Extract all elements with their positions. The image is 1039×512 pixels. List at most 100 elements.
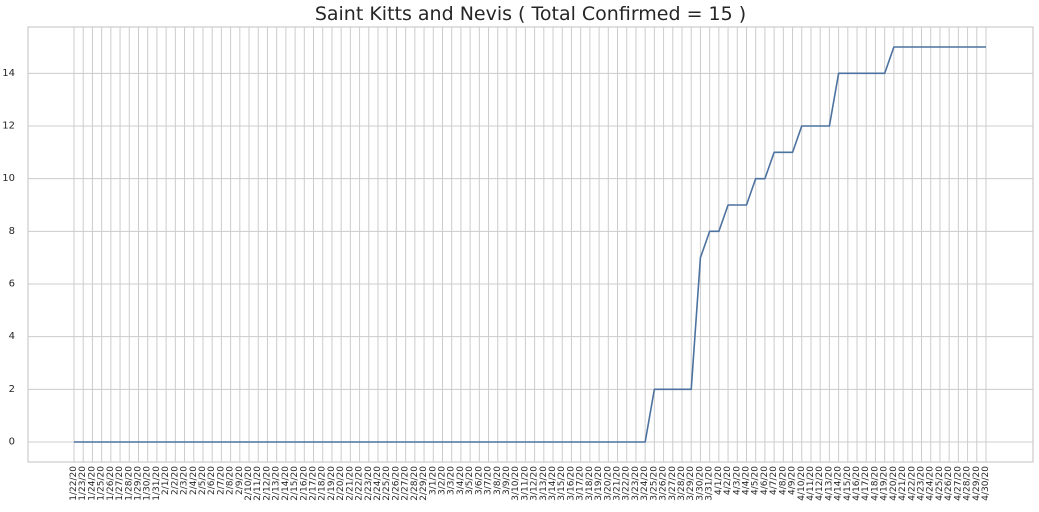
x-tick-label: 2/5/20 [198, 466, 208, 495]
x-tick-label: 3/4/20 [456, 466, 466, 495]
x-tick-label: 2/13/20 [272, 466, 282, 501]
x-tick-label: 4/4/20 [741, 466, 751, 495]
x-tick-label: 4/23/20 [917, 466, 927, 501]
y-tick-label: 0 [9, 437, 15, 448]
x-tick-label: 4/14/20 [834, 466, 844, 501]
y-tick-label: 6 [9, 279, 15, 290]
x-tick-label: 1/23/20 [78, 466, 88, 501]
x-tick-label: 4/8/20 [778, 466, 788, 495]
x-tick-label: 4/16/20 [852, 466, 862, 501]
y-tick-label: 2 [9, 384, 15, 395]
x-tick-label: 2/9/20 [235, 466, 245, 495]
x-tick-label: 2/7/20 [216, 466, 226, 495]
x-tick-label: 3/10/20 [511, 466, 521, 501]
x-tick-label: 2/2/20 [170, 466, 180, 495]
x-tick-label: 2/3/20 [180, 466, 190, 495]
x-tick-label: 2/20/20 [336, 466, 346, 501]
x-tick-label: 4/1/20 [714, 466, 724, 495]
x-tick-label: 3/11/20 [520, 466, 530, 501]
x-tick-label: 4/19/20 [880, 466, 890, 501]
x-tick-label: 1/29/20 [133, 466, 143, 501]
x-tick-label: 2/24/20 [373, 466, 383, 501]
plot-frame [27, 26, 1034, 463]
grid-lines [28, 27, 1033, 462]
x-tick-label: 4/9/20 [788, 466, 798, 495]
x-tick-label: 4/22/20 [907, 466, 917, 501]
x-tick-label: 4/26/20 [944, 466, 954, 501]
x-tick-label: 2/25/20 [382, 466, 392, 501]
y-tick-label: 14 [2, 68, 15, 79]
x-tick-label: 1/24/20 [87, 466, 97, 501]
x-tick-label: 3/5/20 [465, 466, 475, 495]
x-tick-label: 3/14/20 [548, 466, 558, 501]
x-tick-label: 2/23/20 [364, 466, 374, 501]
x-tick-label: 2/6/20 [207, 466, 217, 495]
x-tick-label: 4/13/20 [824, 466, 834, 501]
x-tick-label: 2/8/20 [226, 466, 236, 495]
x-tick-label: 4/11/20 [806, 466, 816, 501]
x-tick-label: 4/3/20 [732, 466, 742, 495]
x-tick-label: 4/17/20 [861, 466, 871, 501]
x-tick-label: 3/12/20 [530, 466, 540, 501]
y-tick-label: 4 [9, 331, 15, 342]
x-tick-label: 3/9/20 [502, 466, 512, 495]
x-tick-label: 4/28/20 [963, 466, 973, 501]
x-tick-label: 3/27/20 [668, 466, 678, 501]
x-tick-label: 3/3/20 [447, 466, 457, 495]
x-tick-label: 1/31/20 [152, 466, 162, 501]
x-tick-label: 2/11/20 [253, 466, 263, 501]
x-tick-label: 4/20/20 [889, 466, 899, 501]
x-tick-label: 3/22/20 [622, 466, 632, 501]
chart-title: Saint Kitts and Nevis ( Total Confirmed … [314, 3, 747, 25]
x-tick-label: 2/14/20 [281, 466, 291, 501]
x-tick-label: 3/28/20 [677, 466, 687, 501]
x-tick-label: 2/27/20 [401, 466, 411, 501]
x-tick-label: 1/25/20 [97, 466, 107, 501]
x-tick-label: 3/7/20 [484, 466, 494, 495]
x-tick-label: 3/21/20 [613, 466, 623, 501]
x-tick-label: 4/27/20 [953, 466, 963, 501]
x-tick-label: 1/26/20 [106, 466, 116, 501]
x-tick-label: 3/29/20 [686, 466, 696, 501]
x-tick-label: 2/17/20 [309, 466, 319, 501]
x-tick-label: 1/27/20 [115, 466, 125, 501]
x-tick-label: 1/22/20 [69, 466, 79, 501]
x-tick-label: 2/29/20 [419, 466, 429, 501]
x-tick-label: 2/15/20 [290, 466, 300, 501]
x-tick-label: 2/1/20 [161, 466, 171, 495]
x-tick-label: 3/16/20 [566, 466, 576, 501]
x-tick-label: 2/10/20 [244, 466, 254, 501]
x-tick-label: 4/15/20 [843, 466, 853, 501]
x-tick-label: 3/23/20 [631, 466, 641, 501]
y-axis-tick-labels: 0 2 4 6 8 10 12 14 [2, 68, 15, 448]
x-tick-label: 2/28/20 [410, 466, 420, 501]
y-tick-label: 8 [9, 226, 15, 237]
x-tick-label: 3/15/20 [557, 466, 567, 501]
y-tick-label: 12 [2, 121, 15, 132]
x-tick-label: 4/18/20 [870, 466, 880, 501]
x-tick-label: 3/24/20 [640, 466, 650, 501]
y-tick-label: 10 [2, 173, 15, 184]
x-tick-label: 4/30/20 [981, 466, 991, 501]
x-tick-label: 4/7/20 [769, 466, 779, 495]
x-tick-label: 1/28/20 [124, 466, 134, 501]
x-tick-label: 1/30/20 [143, 466, 153, 501]
x-tick-label: 3/26/20 [659, 466, 669, 501]
x-axis-tick-labels: 1/22/20 1/23/20 1/24/20 1/25/20 1/26/20 1/27/… [69, 466, 991, 501]
x-tick-label: 2/18/20 [318, 466, 328, 501]
x-tick-label: 3/25/20 [649, 466, 659, 501]
x-tick-label: 4/25/20 [935, 466, 945, 501]
x-tick-label: 4/5/20 [751, 466, 761, 495]
x-tick-label: 3/2/20 [437, 466, 447, 495]
x-tick-label: 4/10/20 [797, 466, 807, 501]
x-tick-label: 3/1/20 [428, 466, 438, 495]
x-tick-label: 4/2/20 [723, 466, 733, 495]
series-line [74, 46, 986, 443]
x-tick-label: 3/8/20 [493, 466, 503, 495]
x-tick-label: 2/16/20 [299, 466, 309, 501]
x-tick-label: 2/26/20 [391, 466, 401, 501]
x-tick-label: 4/24/20 [926, 466, 936, 501]
x-tick-label: 2/21/20 [345, 466, 355, 501]
x-tick-label: 4/6/20 [760, 466, 770, 495]
x-tick-label: 3/31/20 [705, 466, 715, 501]
